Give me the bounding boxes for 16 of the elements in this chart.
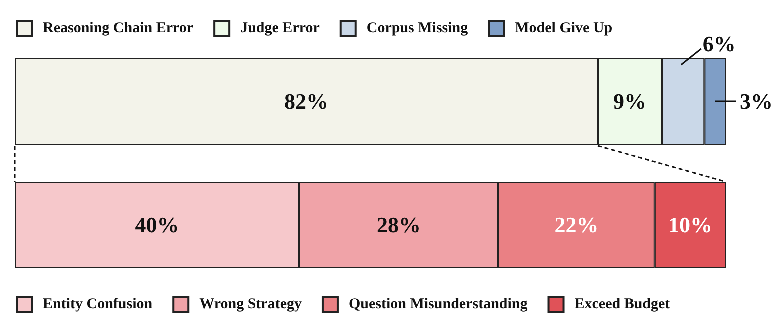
- data-label: 82%: [284, 89, 329, 114]
- data-label: 40%: [135, 212, 180, 238]
- legend-label: Judge Error: [240, 20, 320, 36]
- data-label: 10%: [668, 212, 712, 238]
- legend-label: Model Give Up: [515, 20, 613, 36]
- legend-label: Entity Confusion: [43, 296, 154, 312]
- legend-label: Question Misunderstanding: [348, 296, 528, 312]
- legend-label: Wrong Strategy: [200, 296, 302, 312]
- data-label: 9%: [614, 89, 647, 114]
- legend-label: Reasoning Chain Error: [43, 20, 194, 36]
- legend-label: Corpus Missing: [366, 20, 469, 36]
- legend-label: Exceed Budget: [574, 296, 670, 312]
- data-label: 22%: [554, 212, 599, 238]
- data-label: 28%: [376, 212, 421, 238]
- data-label: 3%: [740, 89, 773, 114]
- data-label: 6%: [702, 32, 736, 56]
